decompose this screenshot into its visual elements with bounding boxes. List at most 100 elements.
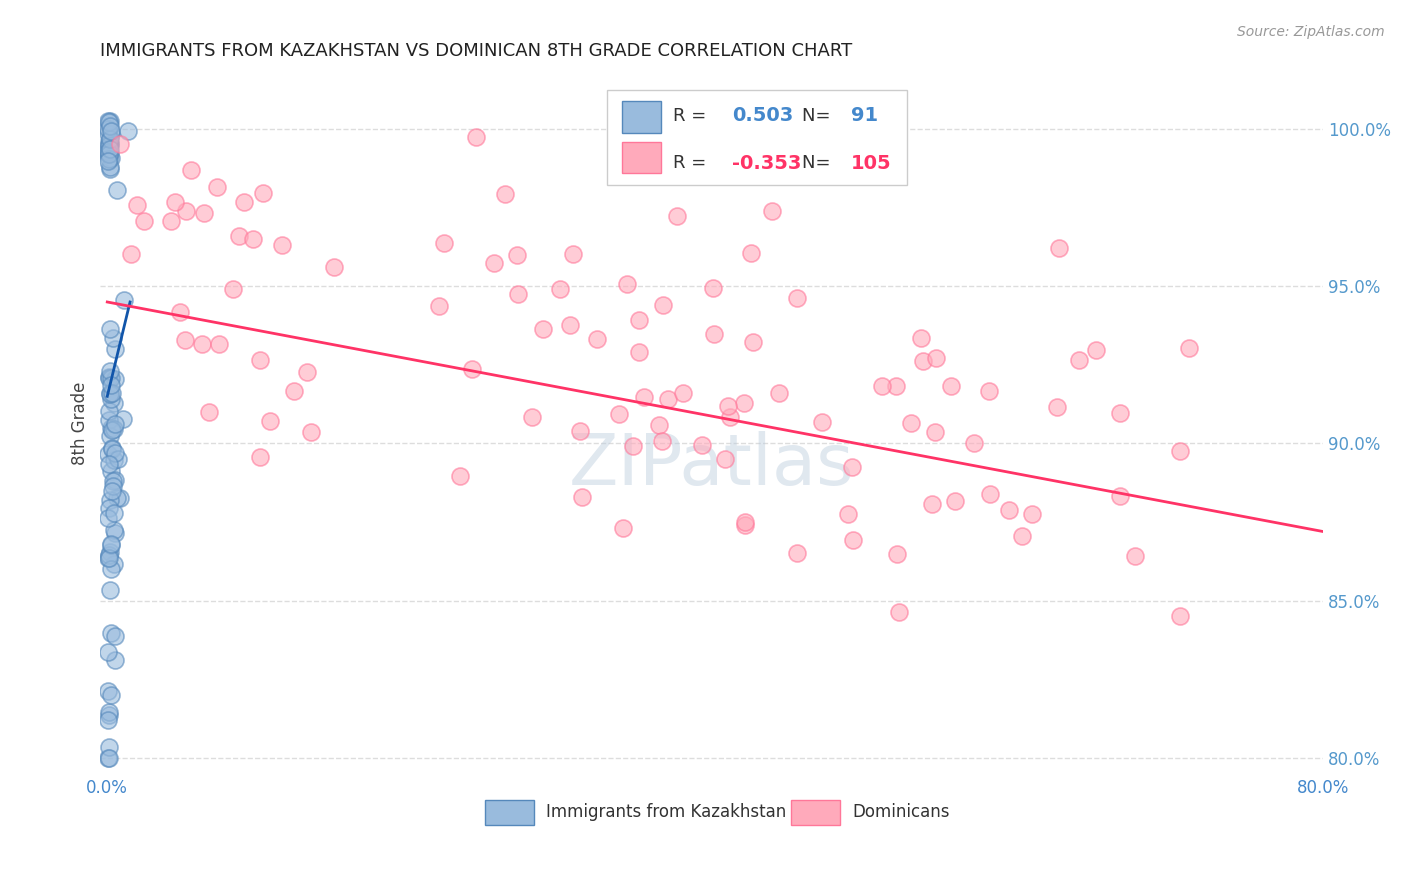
Point — [977, 384, 1000, 398]
Point — [702, 281, 724, 295]
Point — [283, 384, 305, 399]
Point — [100, 127, 122, 141]
Point — [96, 126, 118, 140]
Point — [910, 331, 932, 345]
Point — [506, 286, 529, 301]
Point — [299, 425, 322, 440]
Point — [103, 452, 125, 467]
Point — [616, 277, 638, 291]
Point — [98, 132, 121, 146]
Bar — [792, 800, 839, 824]
Point — [105, 183, 128, 197]
Point — [98, 113, 121, 128]
Point — [1109, 406, 1132, 420]
Point — [132, 214, 155, 228]
Point — [657, 392, 679, 406]
Point — [242, 232, 264, 246]
Text: R =: R = — [673, 107, 713, 125]
Point — [100, 537, 122, 551]
Point — [100, 688, 122, 702]
Point — [1047, 241, 1070, 255]
Point — [101, 442, 124, 456]
Point — [104, 629, 127, 643]
Point — [97, 154, 120, 169]
Point — [562, 247, 585, 261]
Text: -0.353: -0.353 — [733, 153, 801, 173]
Point — [104, 417, 127, 431]
Point — [97, 412, 120, 426]
Text: Source: ZipAtlas.com: Source: ZipAtlas.com — [1237, 25, 1385, 39]
Point — [97, 739, 120, 754]
Point — [100, 392, 122, 407]
Point — [1011, 529, 1033, 543]
Point — [672, 386, 695, 401]
Point — [449, 469, 471, 483]
Point — [100, 160, 122, 174]
Point — [733, 395, 755, 409]
Point — [100, 561, 122, 575]
Point — [900, 416, 922, 430]
Point — [568, 424, 591, 438]
Point — [101, 331, 124, 345]
Point — [97, 113, 120, 128]
Point — [718, 409, 741, 424]
Point — [222, 282, 245, 296]
Point — [571, 490, 593, 504]
Point — [98, 137, 121, 152]
Point — [979, 487, 1001, 501]
Point — [837, 507, 859, 521]
Point — [252, 186, 274, 200]
Point — [742, 334, 765, 349]
Point — [1178, 341, 1201, 355]
Point — [703, 326, 725, 341]
Point — [104, 653, 127, 667]
Point — [484, 256, 506, 270]
Point — [101, 385, 124, 400]
Point — [112, 293, 135, 307]
Point — [550, 282, 572, 296]
Point — [97, 683, 120, 698]
Point — [249, 450, 271, 465]
Point — [100, 464, 122, 478]
Point — [103, 507, 125, 521]
Point — [100, 441, 122, 455]
Point — [98, 136, 121, 151]
Text: 0.503: 0.503 — [733, 106, 793, 126]
Point — [120, 246, 142, 260]
Point — [100, 421, 122, 435]
Point — [717, 400, 740, 414]
Point — [104, 372, 127, 386]
Y-axis label: 8th Grade: 8th Grade — [72, 382, 89, 465]
Point — [208, 336, 231, 351]
Point — [97, 136, 120, 151]
Point — [98, 404, 121, 418]
Point — [98, 153, 121, 167]
Point — [461, 362, 484, 376]
Point — [103, 526, 125, 541]
Point — [651, 434, 673, 448]
Point — [506, 248, 529, 262]
Point — [522, 409, 544, 424]
Point — [103, 422, 125, 436]
Text: N=: N= — [801, 107, 837, 125]
Point — [886, 547, 908, 561]
Point — [191, 337, 214, 351]
Point — [101, 479, 124, 493]
Text: Dominicans: Dominicans — [852, 804, 949, 822]
Point — [108, 136, 131, 151]
Point — [259, 414, 281, 428]
Point — [108, 491, 131, 505]
Point — [870, 378, 893, 392]
Point — [98, 369, 121, 384]
Point — [112, 412, 135, 426]
Point — [97, 751, 120, 765]
Point — [117, 124, 139, 138]
Point — [1123, 549, 1146, 564]
Point — [97, 551, 120, 566]
Point — [97, 551, 120, 566]
Point — [107, 452, 129, 467]
FancyBboxPatch shape — [607, 90, 907, 185]
Point — [159, 214, 181, 228]
Point — [97, 147, 120, 161]
Point — [228, 229, 250, 244]
